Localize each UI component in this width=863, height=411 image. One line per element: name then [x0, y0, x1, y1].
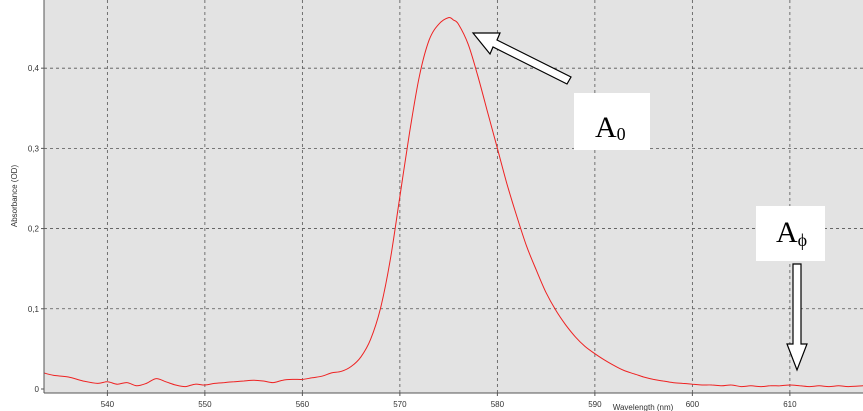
grid [44, 0, 863, 393]
x-tick-label: 590 [588, 400, 602, 409]
absorbance-series-line [43, 16, 863, 388]
baseline-label: Aϕ [776, 216, 807, 250]
y-tick-label: 0,3 [28, 144, 40, 153]
x-axis-title: Wavelength (nm) [613, 403, 674, 411]
y-tick-label: 0,2 [28, 225, 40, 234]
y-tick-label: 0,4 [28, 64, 40, 73]
x-tick-label: 610 [783, 400, 797, 409]
x-tick-label: 550 [198, 400, 212, 409]
y-tick-label: 0 [35, 385, 40, 394]
x-tick-label: 570 [393, 400, 407, 409]
peak-label-box [574, 93, 650, 150]
y-tick-label: 0,1 [28, 305, 40, 314]
peak-annotation: A0 [471, 32, 650, 150]
baseline-label-box [756, 206, 825, 261]
baseline-annotation: Aϕ [756, 206, 825, 372]
y-axis-title: Absorbance (OD) [10, 165, 19, 228]
x-tick-label: 540 [101, 400, 115, 409]
peak-arrow [471, 32, 572, 85]
baseline-arrow [786, 263, 808, 372]
tick-labels: 540 550 560 570 580 590 600 610 0 0,1 0,2 0,3 0,4 [28, 64, 797, 409]
peak-label: A0 [595, 111, 626, 144]
x-tick-label: 600 [686, 400, 700, 409]
x-tick-label: 560 [296, 400, 310, 409]
plot-area [44, 0, 863, 393]
x-tick-label: 580 [491, 400, 505, 409]
